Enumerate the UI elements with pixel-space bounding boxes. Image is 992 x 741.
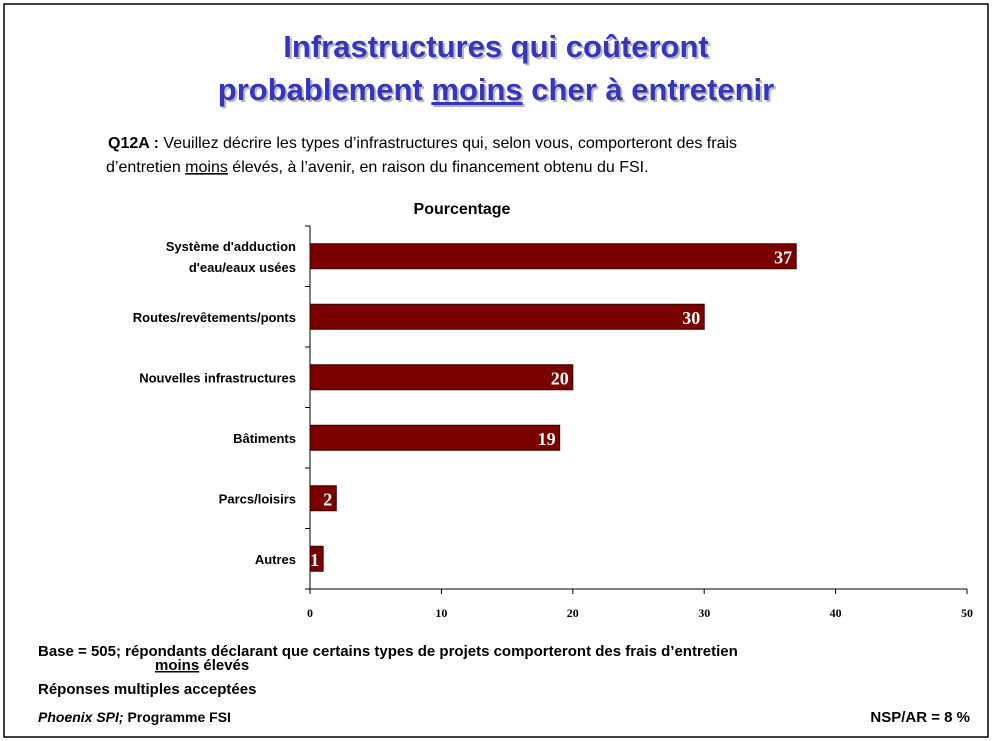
x-tick-label: 40: [830, 606, 842, 620]
bar: [309, 303, 705, 330]
text-segment: cher à entretenir: [525, 74, 777, 109]
text-segment: Veuillez décrire les types d’infrastruct…: [159, 135, 737, 152]
text-segment: Infrastructures qui coûteront: [283, 29, 708, 64]
text-segment: élevés, à l’avenir, en raison du finance…: [228, 159, 649, 176]
value-label: 20: [551, 368, 569, 388]
x-tick-label: 20: [567, 606, 579, 620]
text-segment: Phoenix SPI;: [38, 709, 124, 725]
value-label: 37: [774, 247, 792, 267]
slide-title-shadow: probablement moins cher à entretenir: [220, 74, 776, 109]
value-label: 2: [323, 489, 332, 509]
y-tick-label: Nouvelles infrastructures: [139, 370, 296, 385]
x-tick-label: 50: [961, 606, 973, 620]
bar: [309, 485, 337, 512]
x-tick-label: 30: [698, 606, 710, 620]
question: d’entretien moins élevés, à l’avenir, en…: [106, 159, 649, 176]
y-tick-label: Autres: [255, 552, 296, 567]
chart-title: Pourcentage: [414, 201, 511, 218]
text-segment: probablement: [218, 72, 432, 107]
question: Q12A : Veuillez décrire les types d’infr…: [108, 135, 737, 152]
slide-title-shadow: Infrastructures qui coûteront: [285, 31, 710, 66]
text-segment: élevés: [199, 657, 249, 674]
text-segment: moins: [433, 74, 524, 109]
text-segment: Base = 505; répondants déclarant que cer…: [38, 643, 738, 660]
bar: [309, 243, 797, 270]
bar: [309, 364, 574, 391]
y-tick-label: Parcs/loisirs: [219, 491, 296, 506]
text-segment: cher à entretenir: [523, 72, 775, 107]
y-tick-label: d'eau/eaux usées: [189, 260, 296, 275]
value-label: 30: [682, 308, 700, 328]
bar: [309, 424, 561, 451]
base-note: Base = 505; répondants déclarant que cer…: [38, 643, 738, 660]
text-segment: moins: [431, 72, 522, 107]
source-note: Phoenix SPI; Programme FSI: [38, 709, 231, 725]
value-label: 19: [538, 429, 556, 449]
y-tick-label: Système d'adduction: [166, 239, 296, 254]
slide-title: probablement moins cher à entretenir: [218, 72, 774, 107]
text-segment: moins: [155, 657, 199, 674]
value-label: 1: [310, 550, 319, 570]
text-segment: probablement: [220, 74, 434, 109]
x-tick-label: 10: [435, 606, 447, 620]
y-tick-label: Routes/revêtements/ponts: [133, 310, 296, 325]
x-tick-label: 0: [307, 606, 313, 620]
nsp-note: NSP/AR = 8 %: [870, 709, 970, 726]
text-segment: Q12A :: [108, 135, 159, 152]
text-segment: moins: [185, 159, 228, 176]
bar: [309, 545, 324, 572]
base-note: moins élevés: [155, 657, 249, 674]
text-segment: d’entretien: [106, 159, 185, 176]
text-segment: Programme FSI: [124, 709, 231, 725]
y-tick-label: Bâtiments: [233, 431, 296, 446]
footer-note: Réponses multiples acceptées: [38, 681, 256, 698]
text-segment: Infrastructures qui coûteront: [285, 31, 710, 66]
slide-title: Infrastructures qui coûteront: [283, 29, 708, 64]
